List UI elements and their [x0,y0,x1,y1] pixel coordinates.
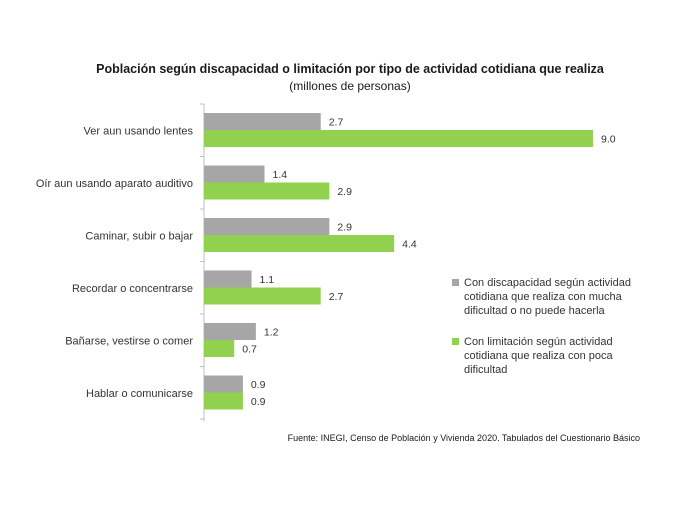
bar-limitacion [204,287,321,305]
bar-discapacidad [204,218,330,235]
data-label: 2.7 [329,291,344,303]
data-label: 0.9 [251,379,266,391]
data-label: 0.9 [251,396,266,408]
bar-limitacion [204,130,593,147]
category-label: Caminar, subir o bajar [85,230,193,242]
data-label: 1.4 [273,169,288,181]
category-label: Oír aun usando aparato auditivo [36,178,193,190]
category-label: Hablar o comunicarse [86,388,193,400]
chart-subtitle: (millones de personas) [289,79,411,93]
legend-swatch-gray [452,279,459,286]
bar-discapacidad [204,323,256,340]
legend-item-discapacidad: Con discapacidad según actividad cotidia… [452,276,652,318]
bar-discapacidad [204,375,243,393]
bar-discapacidad [204,270,252,288]
data-label: 4.4 [402,239,417,251]
data-label: 2.7 [329,117,344,129]
bar-discapacidad [204,113,321,130]
source-note: Fuente: INEGI, Censo de Población y Vivi… [287,433,640,443]
legend-label-limitacion: Con limitación según actividad cotidiana… [464,336,613,376]
bar-discapacidad [204,165,265,183]
legend-swatch-green [452,338,459,345]
category-label: Ver aun usando lentes [84,125,194,137]
bar-limitacion [204,235,395,252]
bar-limitacion [204,182,330,200]
legend-label-discapacidad: Con discapacidad según actividad cotidia… [464,277,631,317]
bar-limitacion [204,392,243,410]
category-label: Recordar o concentrarse [72,283,193,295]
data-label: 2.9 [337,222,352,234]
category-label: Bañarse, vestirse o comer [65,335,193,347]
bar-limitacion [204,340,235,357]
chart-title: Población según discapacidad o limitació… [96,62,604,76]
data-label: 0.7 [242,344,257,356]
data-label: 1.2 [264,327,279,339]
data-label: 2.9 [337,186,352,198]
data-label: 9.0 [601,134,616,146]
data-label: 1.1 [260,274,275,286]
legend-item-limitacion: Con limitación según actividad cotidiana… [452,335,652,377]
